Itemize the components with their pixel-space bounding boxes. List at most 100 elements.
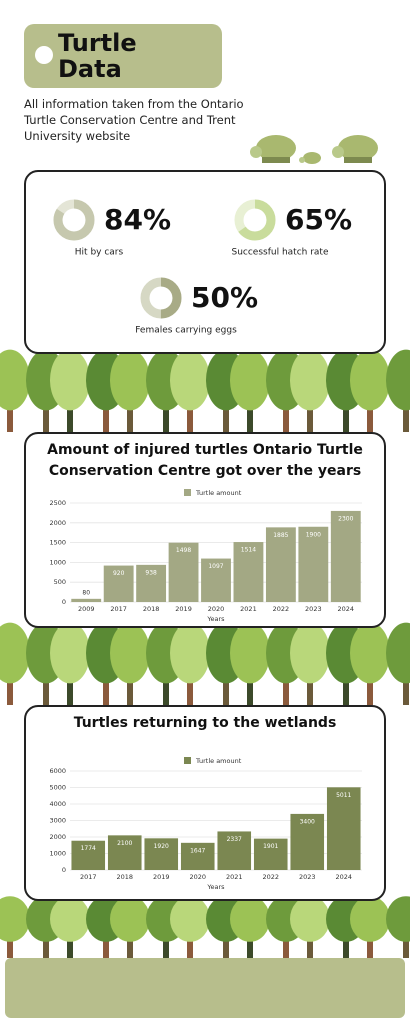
tree-crown bbox=[290, 349, 330, 411]
tree-crown bbox=[386, 349, 410, 411]
bar bbox=[253, 838, 288, 870]
value-label: 1647 bbox=[190, 847, 205, 854]
tree-crown bbox=[170, 896, 210, 942]
y-tick-label: 4000 bbox=[49, 800, 66, 808]
y-tick-label: 2000 bbox=[49, 833, 66, 841]
value-label: 1901 bbox=[263, 843, 278, 850]
value-label: 1774 bbox=[81, 845, 96, 852]
tree-crown bbox=[0, 896, 30, 942]
value-label: 2300 bbox=[338, 515, 353, 522]
x-tick-label: 2019 bbox=[175, 605, 192, 613]
footer-box bbox=[5, 958, 405, 1018]
value-label: 2337 bbox=[227, 836, 242, 843]
y-tick-label: 500 bbox=[54, 578, 66, 586]
bar bbox=[136, 564, 167, 602]
bar bbox=[71, 598, 102, 602]
value-label: 5011 bbox=[336, 792, 351, 799]
x-tick-label: 2018 bbox=[143, 605, 160, 613]
tree-crown bbox=[290, 622, 330, 684]
y-tick-label: 1500 bbox=[49, 539, 66, 547]
y-tick-label: 1000 bbox=[49, 558, 66, 566]
x-tick-label: 2024 bbox=[335, 873, 352, 881]
donut-arc bbox=[234, 199, 276, 241]
tree-crown bbox=[170, 349, 210, 411]
bar bbox=[107, 835, 142, 870]
value-label: 80 bbox=[82, 589, 90, 596]
value-label: 1900 bbox=[306, 531, 321, 538]
y-tick-label: 2000 bbox=[49, 519, 66, 527]
chart-title: Amount of injured turtles Ontario Turtle… bbox=[47, 442, 363, 479]
tree-crown bbox=[230, 896, 270, 942]
x-axis-label: Years bbox=[206, 883, 225, 891]
tree-crown bbox=[110, 622, 150, 684]
turtles bbox=[250, 135, 378, 164]
tree-crown bbox=[50, 896, 90, 942]
bar bbox=[330, 510, 361, 602]
x-tick-label: 2018 bbox=[116, 873, 133, 881]
x-tick-label: 2021 bbox=[226, 873, 243, 881]
x-tick-label: 2022 bbox=[262, 873, 279, 881]
x-tick-label: 2020 bbox=[189, 873, 206, 881]
legend-label: Turtle amount bbox=[195, 489, 242, 497]
stat-label: Hit by cars bbox=[75, 248, 124, 258]
tree-crown bbox=[110, 349, 150, 411]
x-tick-label: 2019 bbox=[153, 873, 170, 881]
tree-crown bbox=[290, 896, 330, 942]
stat-label: Females carrying eggs bbox=[135, 326, 237, 336]
header-dot bbox=[35, 46, 53, 64]
stat-value: 84% bbox=[104, 203, 171, 236]
chart-card: Turtles returning to the wetlands Turtle … bbox=[24, 705, 386, 901]
x-tick-label: 2023 bbox=[299, 873, 316, 881]
value-label: 2100 bbox=[117, 840, 132, 847]
tree-crown bbox=[50, 349, 90, 411]
legend-swatch bbox=[184, 489, 191, 496]
y-tick-label: 6000 bbox=[49, 767, 66, 775]
chart-title: Turtles returning to the wetlands bbox=[73, 715, 337, 731]
x-tick-label: 2021 bbox=[240, 605, 257, 613]
y-tick-label: 3000 bbox=[49, 817, 66, 825]
bar bbox=[168, 542, 199, 602]
chart-card: Amount of injured turtles Ontario Turtle… bbox=[24, 432, 386, 628]
x-tick-label: 2023 bbox=[305, 605, 322, 613]
bar bbox=[180, 842, 215, 870]
y-tick-label: 0 bbox=[62, 866, 66, 874]
tree-crown bbox=[386, 622, 410, 684]
header-box bbox=[24, 24, 222, 88]
subtitle: All information taken from the Ontario T… bbox=[24, 97, 244, 143]
bar bbox=[103, 565, 134, 602]
x-tick-label: 2022 bbox=[273, 605, 290, 613]
chart: Turtles returning to the wetlands Turtle … bbox=[49, 715, 362, 891]
donut-arc bbox=[140, 277, 182, 319]
tree-crown bbox=[110, 896, 150, 942]
chart: Amount of injured turtles Ontario Turtle… bbox=[47, 442, 363, 623]
bar bbox=[326, 787, 361, 870]
tree-crown bbox=[386, 896, 410, 942]
x-axis-label: Years bbox=[206, 615, 225, 623]
stat-value: 65% bbox=[285, 203, 352, 236]
title-box: Turtles returning to the wetlands bbox=[73, 715, 337, 731]
tree-crown bbox=[50, 622, 90, 684]
bar bbox=[71, 840, 106, 870]
tree-crown bbox=[0, 349, 30, 411]
x-tick-label: 2009 bbox=[78, 605, 95, 613]
tree-crown bbox=[170, 622, 210, 684]
y-tick-label: 1000 bbox=[49, 850, 66, 858]
x-tick-label: 2020 bbox=[208, 605, 225, 613]
value-label: 920 bbox=[113, 570, 125, 577]
value-label: 1097 bbox=[208, 563, 223, 570]
value-label: 1885 bbox=[273, 532, 288, 539]
stat-label: Successful hatch rate bbox=[231, 248, 328, 258]
tree-crown bbox=[350, 622, 390, 684]
bar bbox=[217, 831, 252, 870]
x-tick-label: 2017 bbox=[110, 605, 127, 613]
legend-label: Turtle amount bbox=[195, 757, 242, 765]
value-label: 1514 bbox=[241, 547, 256, 554]
bar bbox=[233, 542, 264, 602]
legend-swatch bbox=[184, 757, 191, 764]
value-label: 938 bbox=[145, 569, 157, 576]
stats: 84% Hit by cars 65% Successful hatch rate 50… bbox=[53, 199, 352, 336]
bar bbox=[265, 527, 296, 602]
bar bbox=[201, 558, 231, 602]
x-tick-label: 2024 bbox=[338, 605, 355, 613]
